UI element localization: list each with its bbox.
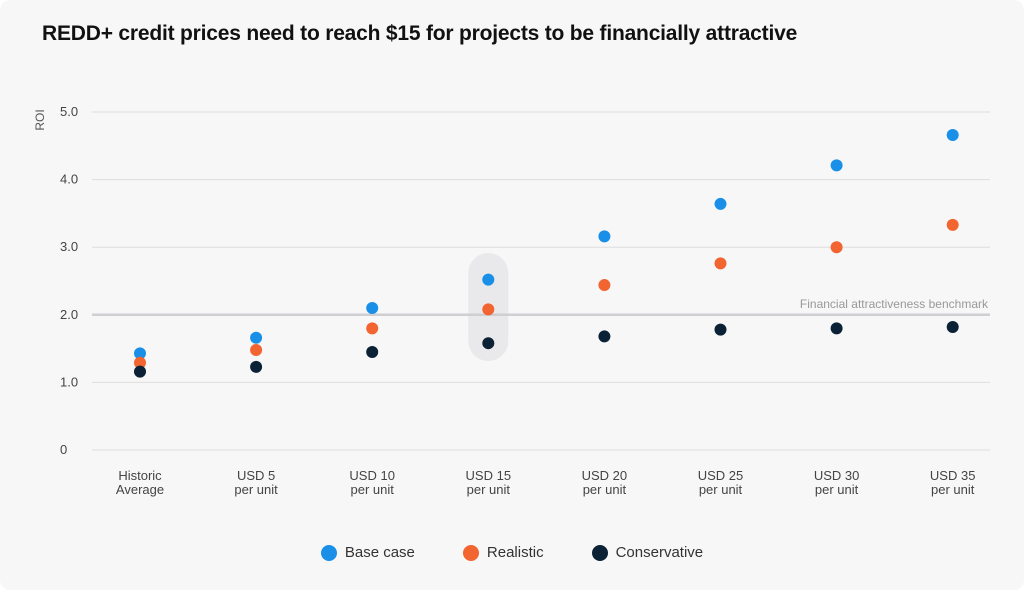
y-tick-label: 2.0	[60, 307, 78, 322]
data-point-base-case	[134, 347, 146, 360]
data-point-conservative	[946, 320, 959, 333]
y-tick-label: 0	[60, 442, 67, 457]
y-tick-label: 3.0	[60, 239, 78, 254]
legend-label: Base case	[344, 544, 415, 561]
data-point-conservative	[830, 322, 843, 335]
data-point-conservative	[598, 330, 611, 343]
legend-swatch	[320, 544, 337, 561]
data-point-conservative	[250, 360, 263, 373]
data-point-base-case	[250, 331, 263, 344]
data-point-base-case	[714, 197, 727, 210]
data-point-conservative	[366, 345, 379, 358]
y-tick-label: 1.0	[60, 374, 78, 389]
data-point-base-case	[598, 230, 611, 243]
x-tick-label: USD 30 per unit	[814, 468, 860, 497]
legend-label: Realistic	[486, 544, 544, 561]
legend-swatch	[462, 544, 479, 561]
benchmark-label: Financial attractiveness benchmark	[800, 297, 989, 311]
data-point-conservative	[714, 323, 727, 336]
x-tick-label: USD 5 per unit	[234, 468, 278, 497]
x-tick-label: USD 10 per unit	[349, 468, 395, 497]
y-axis-label: ROI	[33, 109, 47, 130]
data-point-realistic	[250, 343, 263, 356]
data-point-base-case	[482, 273, 495, 286]
x-tick-label: USD 35 per unit	[930, 468, 976, 497]
y-tick-label: 5.0	[60, 104, 78, 119]
data-point-realistic	[598, 279, 611, 292]
data-point-realistic	[714, 257, 727, 270]
data-point-conservative	[482, 337, 495, 350]
chart-legend: Base case Realistic Conservative	[0, 544, 1024, 561]
data-point-base-case	[830, 159, 843, 172]
chart-title: REDD+ credit prices need to reach $15 fo…	[42, 22, 798, 45]
y-tick-label: 4.0	[60, 172, 78, 187]
x-tick-label: USD 20 per unit	[582, 468, 628, 497]
legend-label: Conservative	[615, 544, 704, 561]
data-point-realistic	[830, 241, 843, 254]
legend-item-realistic: Realistic	[462, 544, 544, 561]
legend-swatch	[591, 544, 608, 561]
data-point-base-case	[946, 128, 959, 141]
data-point-base-case	[366, 302, 379, 315]
x-tick-label: Historic Average	[116, 468, 164, 497]
data-point-conservative	[134, 365, 146, 378]
legend-item-conservative: Conservative	[591, 544, 704, 561]
x-tick-label: USD 25 per unit	[698, 468, 744, 497]
data-point-realistic	[482, 303, 495, 316]
data-point-realistic	[134, 356, 146, 369]
legend-item-base-case: Base case	[320, 544, 415, 561]
data-point-realistic	[946, 218, 959, 231]
data-point-realistic	[366, 322, 379, 335]
x-tick-label: USD 15 per unit	[466, 468, 512, 497]
